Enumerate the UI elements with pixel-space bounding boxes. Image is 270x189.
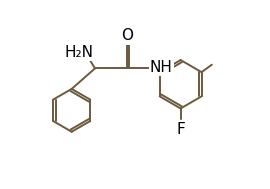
Text: NH: NH (150, 60, 173, 75)
Text: F: F (176, 122, 185, 137)
Text: H₂N: H₂N (65, 45, 94, 60)
Text: O: O (121, 28, 133, 43)
